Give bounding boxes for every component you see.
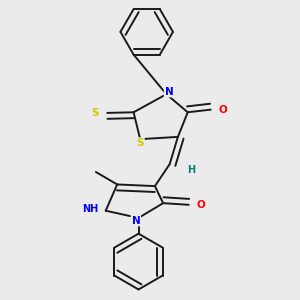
Text: H: H (187, 165, 195, 175)
Text: N: N (131, 216, 140, 226)
Text: N: N (165, 87, 173, 97)
Text: O: O (219, 105, 228, 115)
Text: S: S (136, 138, 144, 148)
Text: O: O (197, 200, 206, 210)
Text: NH: NH (82, 204, 98, 214)
Text: S: S (92, 108, 99, 118)
